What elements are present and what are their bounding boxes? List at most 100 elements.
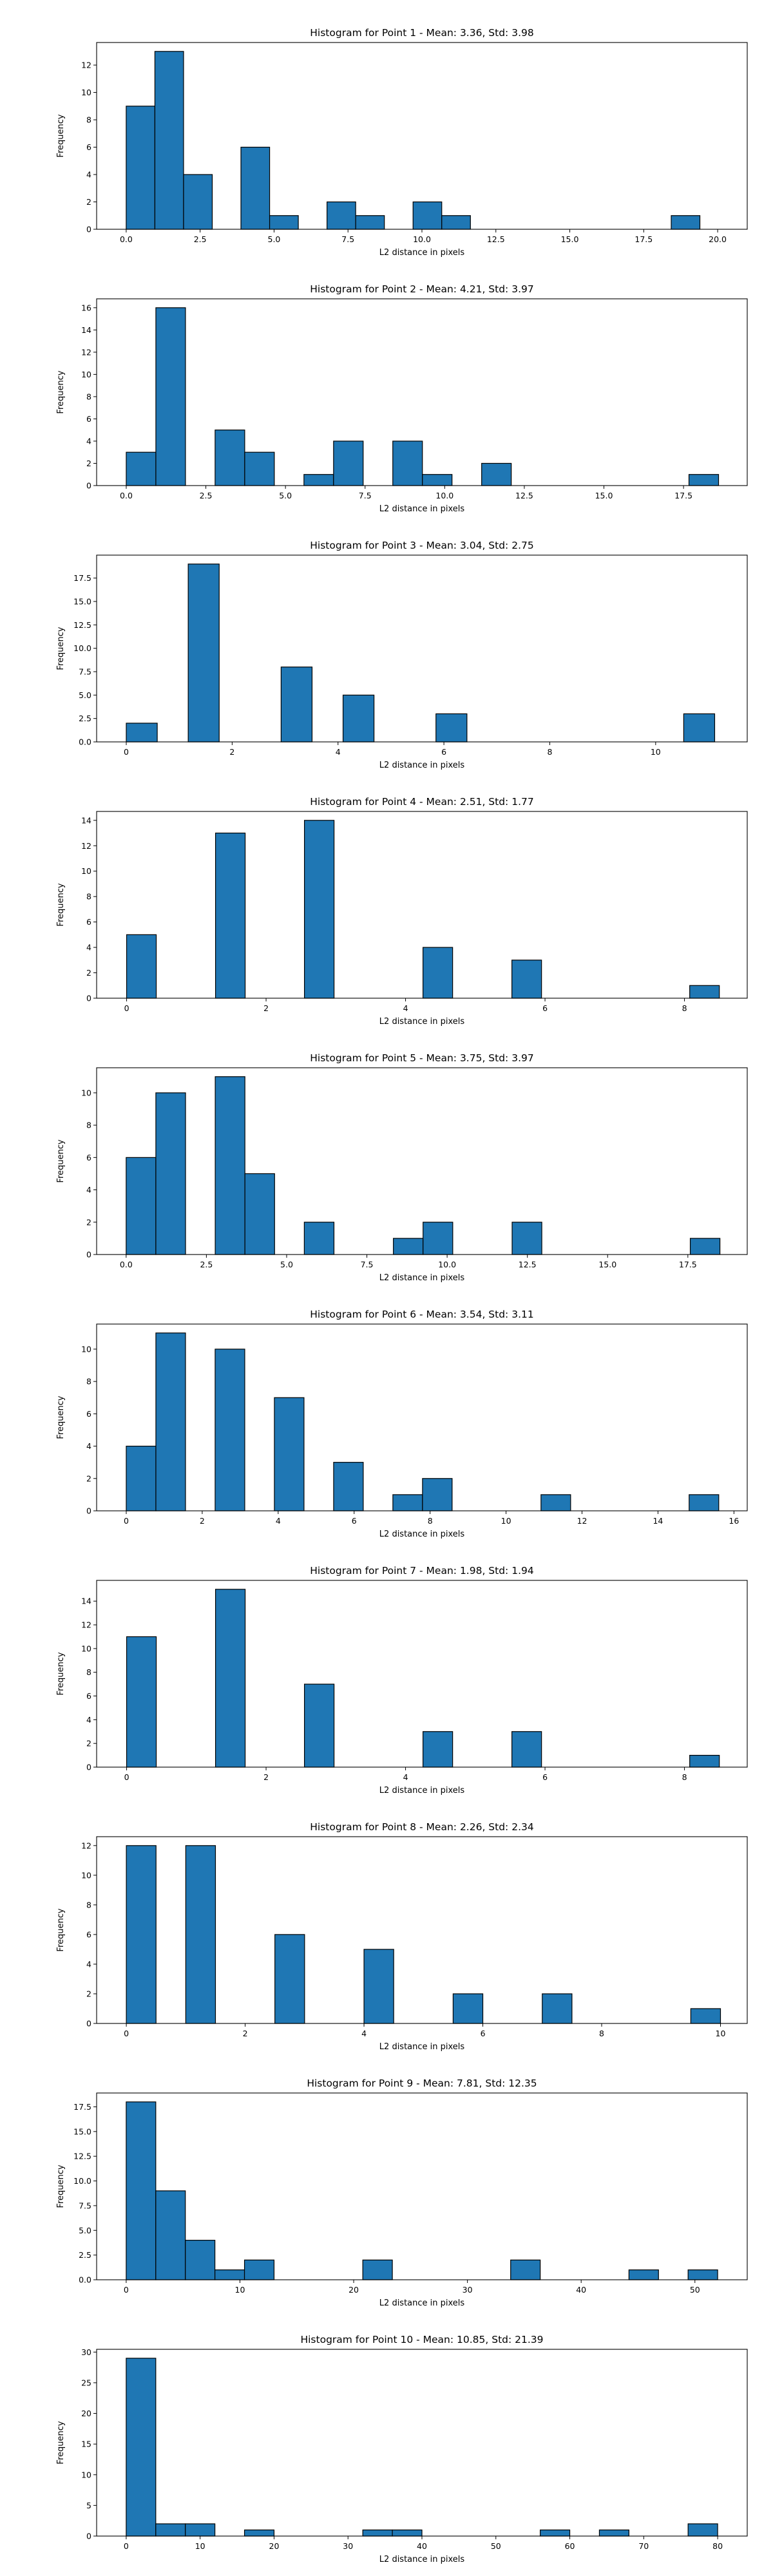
y-tick-label: 10	[81, 2470, 91, 2479]
y-tick-label: 12.5	[73, 620, 91, 630]
x-tick-label: 17.5	[674, 491, 692, 500]
y-tick-label: 4	[86, 1959, 91, 1969]
chart-title: Histogram for Point 7 - Mean: 1.98, Std:…	[310, 1565, 533, 1577]
x-tick-label: 10	[651, 747, 661, 757]
y-tick-label: 10.0	[73, 643, 91, 653]
y-tick-label: 2	[86, 1989, 91, 1998]
x-tick-label: 2.5	[200, 491, 213, 500]
y-tick-label: 5	[86, 2501, 91, 2510]
x-axis-label: L2 distance in pixels	[379, 2042, 465, 2052]
histogram-panel-5: 0.0 2.5 5.0 7.5 10.0 12.5 15.0 17.5 0 2 4 6 8 10 Histo…	[56, 1052, 748, 1283]
histogram-bar	[540, 2529, 571, 2537]
histogram-bar	[155, 307, 186, 486]
histogram-panel-9: 0 10 20 30 40 50 0.0 2.5 5.0 7.5 10.0 12.5 15.0 17.5 H…	[56, 2078, 748, 2308]
x-tick-label: 10.0	[438, 1260, 456, 1269]
x-tick-label: 0	[124, 1003, 129, 1013]
chart-title: Histogram for Point 1 - Mean: 3.36, Std:…	[310, 27, 533, 39]
y-tick-label: 10	[81, 88, 91, 97]
histogram-bar	[511, 960, 542, 999]
x-tick-label: 15.0	[595, 491, 613, 500]
histogram-bar	[363, 1949, 394, 2024]
x-tick-label: 12.5	[515, 491, 533, 500]
x-tick-label: 7.5	[341, 234, 354, 244]
histogram-bar	[392, 2529, 423, 2537]
y-tick-label: 6	[86, 142, 91, 152]
histogram-bar	[628, 2269, 659, 2280]
x-tick-label: 4	[276, 1516, 281, 1526]
y-axis-label: Frequency	[56, 2164, 66, 2208]
histogram-bar	[690, 2008, 721, 2024]
y-tick-label: 2	[86, 968, 91, 978]
histogram-bar	[510, 2259, 541, 2280]
x-tick-label: 6	[542, 1003, 548, 1013]
y-tick-label: 2.5	[79, 714, 91, 723]
histogram-bar	[393, 1238, 424, 1255]
histogram-bar	[362, 2529, 393, 2537]
y-tick-label: 6	[86, 1409, 91, 1419]
x-tick-label: 0.0	[120, 1260, 133, 1269]
y-tick-label: 12	[81, 347, 91, 357]
y-tick-label: 0	[86, 225, 91, 234]
y-axis-label: Frequency	[56, 1652, 66, 1695]
histogram-bar	[126, 723, 158, 743]
histogram-bar	[155, 2190, 186, 2280]
chart-title: Histogram for Point 3 - Mean: 3.04, Std:…	[310, 540, 533, 551]
histogram-bar	[689, 1754, 720, 1768]
y-tick-label: 0	[86, 481, 91, 491]
x-tick-label: 8	[547, 747, 552, 757]
histogram-bar	[155, 1332, 186, 1511]
x-tick-label: 8	[682, 1772, 687, 1782]
histogram-bar	[333, 1462, 364, 1511]
histogram-bar	[185, 1845, 216, 2024]
x-tick-label: 16	[729, 1516, 739, 1526]
x-tick-label: 15.0	[598, 1260, 616, 1269]
y-tick-label: 6	[86, 1691, 91, 1701]
x-tick-label: 5.0	[280, 1260, 293, 1269]
histogram-bar	[598, 2529, 629, 2537]
histogram-bar	[126, 1157, 157, 1255]
y-tick-label: 14	[81, 815, 91, 825]
histogram-bar	[126, 451, 157, 486]
histogram-bar	[511, 1222, 542, 1255]
y-tick-label: 6	[86, 1153, 91, 1162]
chart-title: Histogram for Point 6 - Mean: 3.54, Std:…	[310, 1309, 533, 1320]
y-tick-label: 12.5	[73, 2152, 91, 2161]
histogram-bar	[542, 1993, 573, 2024]
y-tick-label: 0	[86, 2532, 91, 2541]
y-tick-label: 8	[86, 892, 91, 902]
histogram-panel-1: 0.0 2.5 5.0 7.5 10.0 12.5 15.0 17.5 20.0 0 2 4 6 8 10 1…	[56, 27, 748, 258]
x-tick-label: 10	[235, 2285, 245, 2295]
histogram-bar	[392, 1494, 423, 1511]
histogram-panel-7: 0 2 4 6 8 0 2 4 6 8 10 12 14 Histogram for Point 7 - …	[56, 1565, 748, 1795]
y-tick-label: 4	[86, 436, 91, 446]
y-tick-label: 10.0	[73, 2176, 91, 2186]
x-tick-label: 2	[263, 1772, 269, 1782]
y-axis-label: Frequency	[56, 627, 66, 670]
y-tick-label: 12	[81, 1620, 91, 1630]
x-tick-label: 12.5	[487, 234, 505, 244]
histogram-bar	[215, 2269, 245, 2280]
histogram-bar	[215, 832, 246, 999]
y-tick-label: 0	[86, 994, 91, 1003]
y-tick-label: 4	[86, 1185, 91, 1195]
histogram-bar	[183, 174, 213, 230]
x-tick-label: 0	[124, 1772, 129, 1782]
histogram-bar	[689, 985, 720, 999]
y-tick-label: 7.5	[79, 667, 91, 676]
x-axis-label: L2 distance in pixels	[379, 1786, 465, 1795]
histogram-bar	[215, 1349, 245, 1511]
x-tick-label: 70	[638, 2541, 649, 2551]
y-tick-label: 0	[86, 1506, 91, 1516]
histogram-bar	[441, 215, 471, 230]
x-tick-label: 6	[352, 1516, 357, 1526]
y-tick-label: 25	[81, 2378, 91, 2387]
chart-title: Histogram for Point 8 - Mean: 2.26, Std:…	[310, 1821, 533, 1833]
x-axis-label: L2 distance in pixels	[379, 761, 465, 770]
x-tick-label: 2.5	[194, 234, 207, 244]
histogram-bar	[327, 201, 356, 230]
y-tick-label: 17.5	[73, 2102, 91, 2112]
histogram-panel-8: 0 2 4 6 8 10 0 2 4 6 8 10 12 Histogram for Point 8 - …	[56, 1821, 748, 2052]
x-tick-label: 0	[124, 747, 129, 757]
histogram-panel-4: 0 2 4 6 8 0 2 4 6 8 10 12 14 Histogram for Point 4 - …	[56, 796, 748, 1027]
x-tick-label: 30	[343, 2541, 353, 2551]
